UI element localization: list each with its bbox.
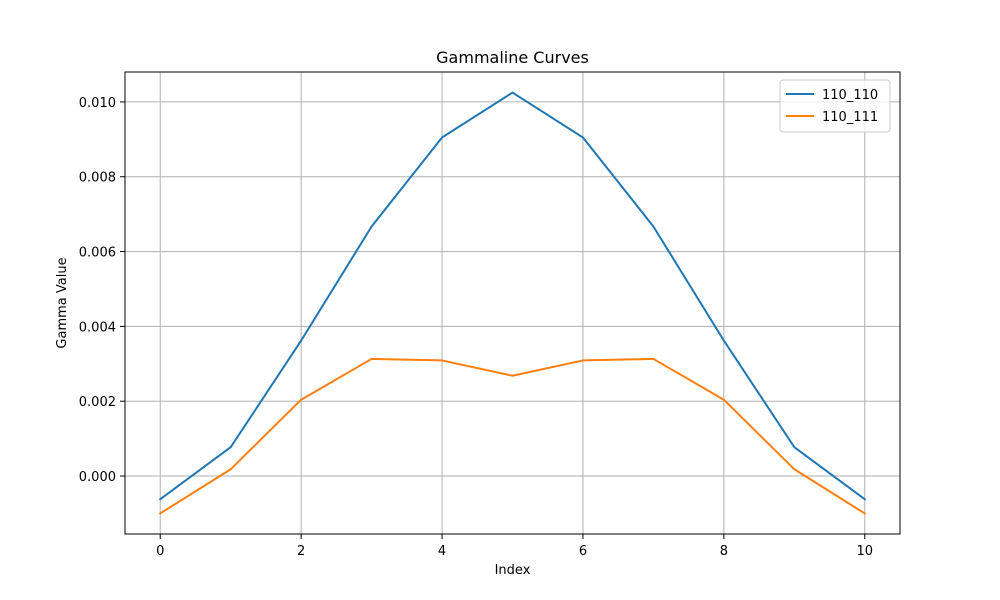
y-tick-label: 0.008 [79,171,116,186]
axis-ticks: 0 2 4 6 8 10 0.000 0.002 0.004 0.006 0.008 0.010 [79,96,873,559]
plot-frame [124,71,901,535]
y-tick-label: 0.010 [79,96,116,111]
x-tick-label: 0 [156,544,164,559]
y-tick-label: 0.002 [79,395,116,410]
legend-label: 110_111 [822,110,878,125]
x-tick-label: 8 [720,544,728,559]
x-axis-label: Index [495,563,531,578]
legend: 110_110 110_111 [779,79,891,133]
grid [125,72,900,534]
y-tick-label: 0.006 [79,246,116,261]
x-tick-label: 6 [579,544,587,559]
x-tick-label: 2 [297,544,305,559]
y-axis-label: Gamma Value [55,257,70,348]
x-tick-label: 10 [856,544,873,559]
series-line-110_110 [158,91,867,501]
chart-title: Gammaline Curves [436,48,589,67]
legend-label: 110_110 [822,88,878,103]
y-tick-label: 0.000 [79,470,116,485]
series-line-110_111 [158,357,867,515]
x-tick-label: 4 [438,544,446,559]
y-tick-label: 0.004 [79,320,116,335]
series-lines [158,91,867,515]
